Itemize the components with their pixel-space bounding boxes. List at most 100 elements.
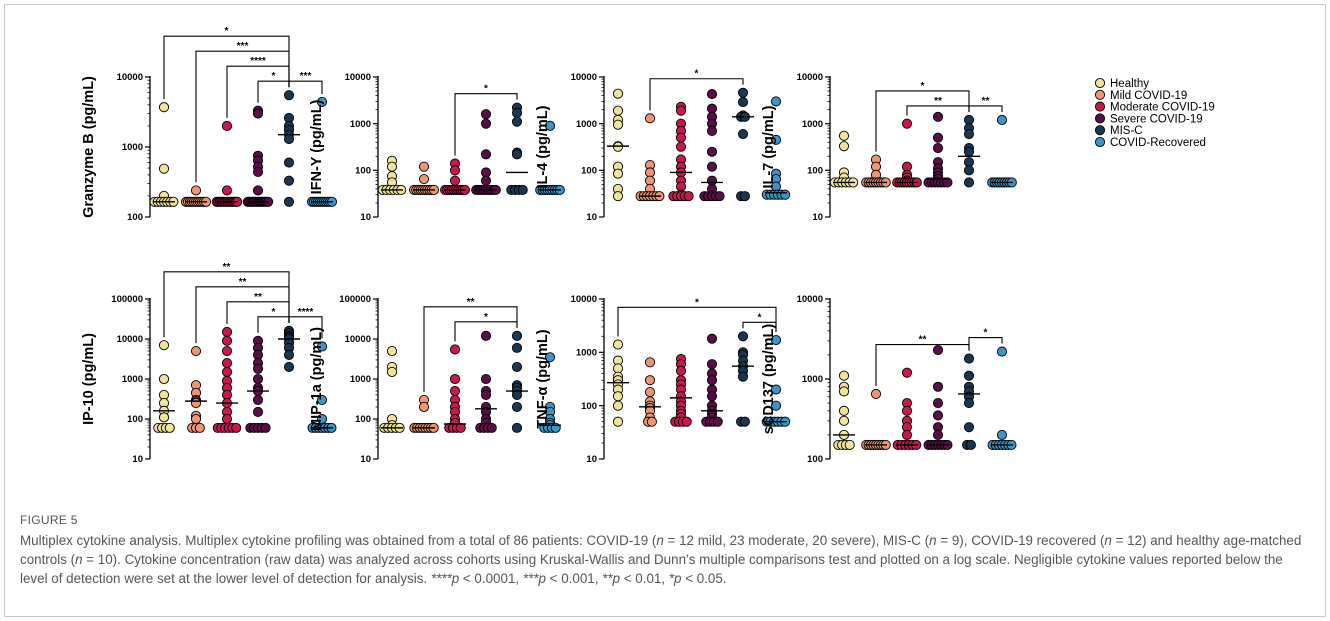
data-point (221, 335, 233, 346)
data-point (252, 185, 264, 196)
data-point (675, 105, 687, 116)
data-point (844, 439, 855, 450)
data-point (511, 107, 523, 118)
data-point (644, 375, 656, 386)
data-point (221, 326, 233, 338)
data-point (612, 400, 624, 411)
significance-bracket: * (968, 328, 1003, 351)
data-point (996, 114, 1008, 126)
bracket-line (875, 344, 970, 386)
data-point (480, 389, 492, 400)
data-point (644, 113, 656, 124)
data-point (511, 361, 523, 373)
data-point (932, 429, 944, 440)
data-point (706, 125, 718, 136)
significance-bracket: *** (195, 41, 290, 183)
data-point (996, 429, 1008, 440)
y-tick-label: 10000 (571, 294, 597, 305)
data-point (770, 96, 782, 107)
y-tick-label: 100000 (339, 294, 371, 305)
data-point (612, 168, 624, 179)
significance-label: * (695, 297, 699, 308)
data-point (486, 422, 497, 433)
legend-label: Severe COVID-19 (1110, 113, 1203, 125)
y-axis-label: MIP-1a (pg/mL) (309, 327, 325, 431)
significance-label: ** (223, 262, 231, 273)
y-tick-label: 1000 (802, 119, 823, 130)
bracket-line (257, 80, 290, 103)
data-point (511, 422, 523, 433)
data-point (511, 401, 523, 413)
data-point (932, 111, 944, 122)
data-point (838, 130, 850, 141)
data-point (739, 416, 750, 427)
y-tick-label: 100 (355, 414, 371, 425)
y-tick-label: 10 (360, 454, 371, 465)
bracket-line (649, 78, 744, 111)
data-point (612, 105, 624, 116)
y-tick-label: 100 (581, 401, 597, 412)
data-point (158, 373, 170, 385)
data-point (517, 184, 528, 195)
significance-bracket: * (649, 69, 744, 111)
panel-2: 10 100 1000 10000 IFN-Y (pg/mL) * (309, 72, 565, 223)
y-tick-label: 1000 (122, 142, 143, 153)
significance-bracket: ** (163, 262, 290, 338)
significance-bracket: * (617, 297, 777, 337)
data-point (283, 196, 295, 207)
legend-marker (1094, 101, 1106, 112)
data-point (283, 349, 295, 360)
significance-label: *** (237, 41, 249, 52)
legend-label: COVID-Recovered (1110, 137, 1206, 149)
y-tick-label: 10000 (345, 72, 371, 83)
significance-label: ** (982, 96, 990, 107)
y-tick-label: 100 (355, 166, 371, 177)
data-point (838, 370, 850, 381)
data-point (675, 132, 687, 143)
significance-bracket: ** (875, 335, 970, 386)
data-point (770, 400, 782, 411)
data-point (449, 165, 461, 176)
data-point (449, 373, 461, 385)
data-point (480, 149, 492, 160)
data-point (260, 422, 271, 433)
data-point (480, 175, 492, 186)
data-point (838, 405, 850, 416)
data-point (316, 96, 328, 108)
significance-bracket: * (454, 84, 518, 156)
data-point (231, 422, 242, 433)
y-tick-label: 10 (812, 212, 823, 223)
data-point (612, 119, 624, 130)
data-point (963, 177, 975, 188)
y-tick-label: 10000 (345, 334, 371, 345)
data-point (706, 391, 718, 402)
data-point (838, 386, 850, 397)
data-point (252, 363, 264, 374)
data-point (480, 109, 492, 120)
y-axis-label: IFN-Y (pg/mL) (309, 99, 325, 194)
data-point (963, 128, 975, 140)
data-point (221, 185, 233, 196)
data-point (770, 384, 782, 395)
data-point (158, 340, 170, 351)
bracket-line (617, 306, 777, 337)
y-tick-label: 10 (586, 212, 597, 223)
y-tick-label: 100 (807, 166, 823, 177)
data-point (681, 416, 692, 427)
data-point (932, 345, 944, 356)
data-point (511, 342, 523, 353)
y-tick-label: 100 (127, 212, 143, 223)
legend-marker (1094, 136, 1106, 148)
significance-label: * (484, 84, 488, 95)
significance-label: * (272, 307, 276, 318)
legend-label: Moderate COVID-19 (1110, 102, 1215, 114)
data-point (511, 330, 523, 341)
bracket-line (163, 271, 290, 338)
data-point (683, 191, 694, 202)
legend-marker (1094, 113, 1106, 124)
data-point (737, 87, 749, 98)
y-axis-label: Granzyme B (pg/mL) (81, 76, 97, 218)
significance-bracket: ** (968, 96, 1003, 112)
